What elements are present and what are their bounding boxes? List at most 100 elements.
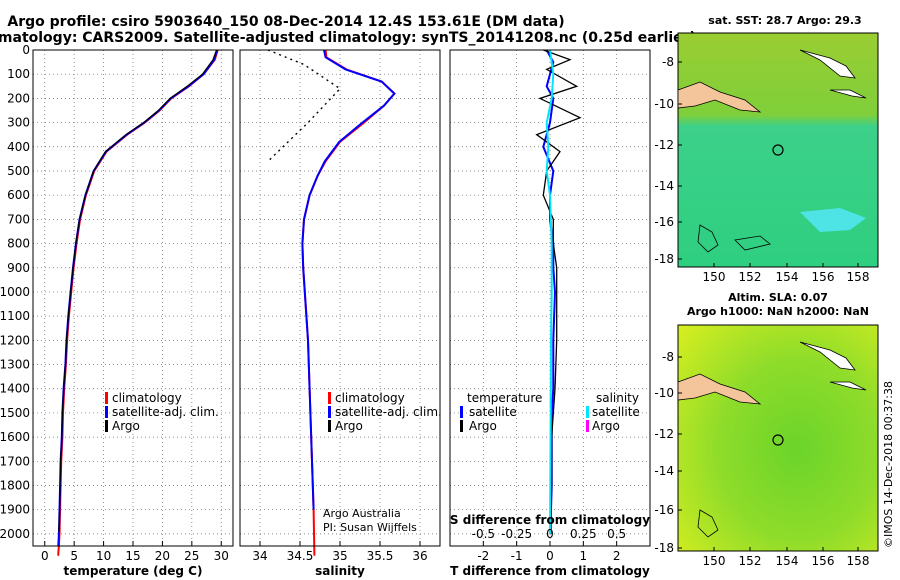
imos-credit: ©IMOS 14-Dec-2018 00:37:38: [882, 381, 895, 548]
legend-label-climatology: climatology: [335, 391, 405, 405]
map-y-tick-label: -14: [654, 464, 674, 478]
map-x-tick-label: 156: [812, 270, 835, 284]
y-tick-label: 600: [7, 188, 30, 202]
legend-title-temperature: temperature: [467, 391, 542, 405]
x2-tick-label: 0.5: [607, 527, 626, 541]
y-tick-label: 1200: [0, 333, 30, 347]
sla-map-title-1: Altim. SLA: 0.07: [728, 291, 828, 304]
series-argo_dotted: [267, 49, 342, 162]
map-x-tick-label: 154: [776, 270, 799, 284]
difference-legend-temperature: temperature satellite Argo: [460, 391, 542, 433]
map-tick-labels: -8 -10 -12 -14 -16 -18 150 152 154 156 158 -8 -10 -12…: [654, 55, 869, 568]
series-satellite: [301, 49, 396, 510]
x2-tick-label: 0.25: [570, 527, 597, 541]
sla-map-float-position: [772, 434, 784, 446]
sla-map-coastline: [677, 373, 762, 405]
x-tick-label: 10: [96, 549, 111, 563]
y-tick-label: 1600: [0, 430, 30, 444]
map-y-tick-label: -18: [654, 252, 674, 266]
series-climatology: [301, 49, 396, 556]
x-tick-label: 34: [252, 549, 267, 563]
x-tick-label: 35.5: [367, 549, 394, 563]
y-tick-label: 400: [7, 140, 30, 154]
x-tick-label: 36: [412, 549, 427, 563]
legend-label-climatology: climatology: [112, 391, 182, 405]
x-tick-label: -1: [511, 549, 523, 563]
series-t-satellite: [542, 49, 557, 534]
sst-map-coastline: [677, 81, 762, 113]
plot-frame: [239, 49, 441, 547]
legend-swatch-satellite: [328, 406, 331, 418]
map-y-tick-label: -8: [662, 55, 674, 69]
series-s-satellite: [545, 49, 555, 534]
map-x-tick-label: 158: [847, 554, 870, 568]
legend-label-argo: Argo: [112, 419, 140, 433]
y-tick-label: 300: [7, 116, 30, 130]
y-tick-label: 1400: [0, 382, 30, 396]
y-tick-label: 1500: [0, 406, 30, 420]
sst-map-cold-patch: [800, 208, 866, 232]
y-tick-label: 1100: [0, 309, 30, 323]
y-tick-label: 1700: [0, 454, 30, 468]
legend-label-satellite: satellite-adj. clim.: [112, 405, 219, 419]
legend-swatch-satellite: [105, 406, 108, 418]
x-axis-title: temperature (deg C): [64, 564, 203, 578]
y-tick-label: 1000: [0, 285, 30, 299]
series-satellite: [57, 49, 219, 547]
temperature-panel: 0100200300400500600700800900100011001200…: [0, 43, 234, 578]
plot-frame: [449, 49, 651, 547]
legend-swatch-climatology: [328, 392, 331, 404]
map-x-tick-label: 152: [739, 270, 762, 284]
title-line-1: Argo profile: csiro 5903640_150 08-Dec-2…: [7, 14, 564, 30]
x-tick-label: 2: [613, 549, 621, 563]
y-tick-label: 700: [7, 212, 30, 226]
x-axis-title: T difference from climatology: [450, 564, 650, 578]
legend-swatch-t-argo: [460, 420, 463, 432]
x-tick-label: 35: [332, 549, 347, 563]
y-tick-label: 0: [22, 43, 30, 57]
legend-label-t-argo: Argo: [469, 419, 497, 433]
x2-tick-label: -0.25: [501, 527, 532, 541]
salinity-legend: climatology satellite-adj. clim. Argo Ar…: [323, 391, 442, 534]
map-x-tick-label: 154: [776, 554, 799, 568]
sla-map-reefs: [697, 509, 719, 538]
map-y-tick-label: -8: [662, 350, 674, 364]
sst-map-islands: [799, 49, 867, 99]
x2-tick-label: 0: [546, 527, 554, 541]
sla-map-title-2: Argo h1000: NaN h2000: NaN: [687, 305, 869, 318]
map-x-tick-label: 150: [703, 270, 726, 284]
map-y-tick-label: -10: [654, 97, 674, 111]
map-y-tick-label: -18: [654, 541, 674, 555]
map-x-tick-label: 156: [812, 554, 835, 568]
map-x-tick-label: 152: [739, 554, 762, 568]
x2-tick-label: -0.5: [472, 527, 495, 541]
sst-map-float-position: [772, 144, 784, 156]
y-tick-label: 500: [7, 164, 30, 178]
x-tick-label: 25: [184, 549, 199, 563]
x-tick-label: 0: [41, 549, 49, 563]
map-y-tick-label: -14: [654, 179, 674, 193]
y-tick-label: 200: [7, 91, 30, 105]
sla-map: Altim. SLA: 0.07 Argo h1000: NaN h2000: …: [677, 291, 879, 552]
x-tick-label: 5: [70, 549, 78, 563]
sst-map-reefs: [697, 224, 771, 253]
y-tick-label: 100: [7, 67, 30, 81]
x-axis-title: salinity: [315, 564, 365, 578]
difference-legend-salinity: salinity satellite Argo: [586, 391, 640, 433]
y-tick-label: 2000: [0, 527, 30, 541]
y-tick-label: 900: [7, 261, 30, 275]
x2-axis-title: S difference from climatology: [450, 513, 650, 527]
sla-map-islands: [799, 341, 867, 391]
y-tick-label: 800: [7, 237, 30, 251]
credit-argo-australia: Argo Australia: [323, 507, 401, 520]
y-tick-label: 1900: [0, 503, 30, 517]
map-x-tick-label: 158: [847, 270, 870, 284]
sst-map: sat. SST: 28.7 Argo: 29.3: [677, 14, 879, 268]
x-tick-label: 20: [155, 549, 170, 563]
x-tick-label: 30: [214, 549, 229, 563]
series-argo: [58, 49, 218, 532]
x-tick-label: 34.5: [287, 549, 314, 563]
legend-swatch-s-satellite: [586, 406, 589, 418]
y-tick-label: 1300: [0, 358, 30, 372]
difference-panel: -2 -1 0 1 2 S difference from climatology-0.5…: [449, 49, 651, 578]
